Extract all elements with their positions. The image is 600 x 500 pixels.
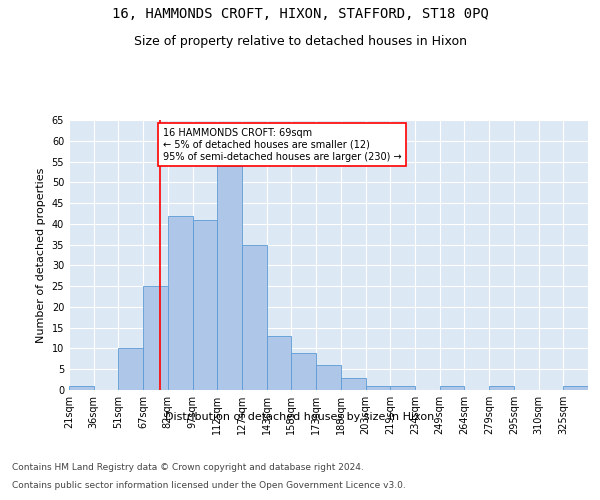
Bar [292,352,316,390]
Bar [440,386,464,390]
Bar [563,386,588,390]
Text: Distribution of detached houses by size in Hixon: Distribution of detached houses by size … [166,412,434,422]
Bar [341,378,365,390]
Text: Contains HM Land Registry data © Crown copyright and database right 2024.: Contains HM Land Registry data © Crown c… [12,462,364,471]
Bar [267,336,292,390]
Bar [118,348,143,390]
Y-axis label: Number of detached properties: Number of detached properties [36,168,46,342]
Bar [168,216,193,390]
Bar [143,286,168,390]
Bar [489,386,514,390]
Text: Contains public sector information licensed under the Open Government Licence v3: Contains public sector information licen… [12,481,406,490]
Text: 16, HAMMONDS CROFT, HIXON, STAFFORD, ST18 0PQ: 16, HAMMONDS CROFT, HIXON, STAFFORD, ST1… [112,8,488,22]
Bar [217,166,242,390]
Bar [69,386,94,390]
Bar [365,386,390,390]
Bar [390,386,415,390]
Text: Size of property relative to detached houses in Hixon: Size of property relative to detached ho… [133,35,467,48]
Bar [242,244,267,390]
Bar [193,220,217,390]
Bar [316,365,341,390]
Text: 16 HAMMONDS CROFT: 69sqm
← 5% of detached houses are smaller (12)
95% of semi-de: 16 HAMMONDS CROFT: 69sqm ← 5% of detache… [163,128,401,162]
